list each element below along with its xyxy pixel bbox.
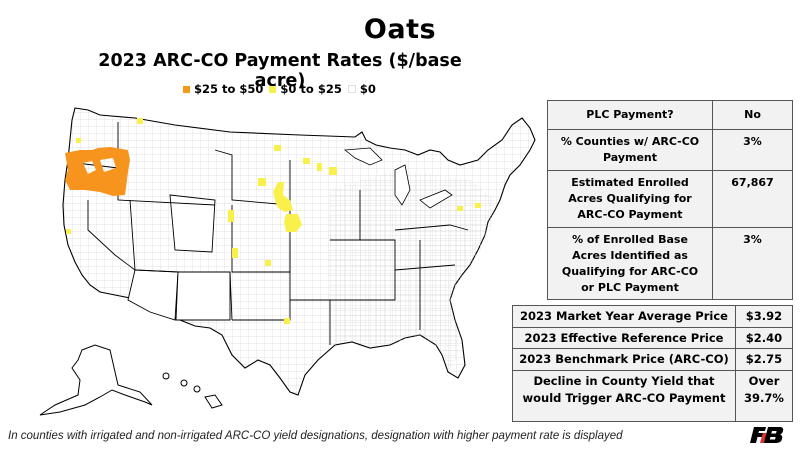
summary-table: PLC Payment? No % Counties w/ ARC-CO Pay… — [547, 100, 793, 301]
legend-label-low: $0 to $25 — [280, 82, 342, 96]
alaska — [39, 344, 153, 416]
map-subtitle: 2023 ARC-CO Payment Rates ($/base acre) — [98, 51, 462, 91]
yellow-counties — [66, 118, 481, 324]
hawaii — [162, 372, 223, 409]
legend-swatch-zero — [347, 85, 356, 93]
table-row: % Counties w/ ARC-CO Payment 3% — [547, 129, 793, 171]
row-value: 3% — [712, 129, 793, 171]
contiguous-us — [62, 107, 536, 396]
legend-swatch-high — [183, 85, 190, 93]
legend-label-zero: $0 — [359, 82, 376, 96]
table-row: PLC Payment? No — [547, 100, 793, 130]
row-value: 67,867 — [712, 169, 793, 228]
row-value: $3.92 — [735, 305, 793, 328]
page-title: Oats — [363, 14, 437, 45]
row-label: % of Enrolled Base Acres Identified as Q… — [547, 226, 713, 301]
row-label: 2023 Effective Reference Price — [512, 326, 736, 350]
row-value: 3% — [712, 226, 793, 301]
us-county-map — [39, 107, 536, 416]
map-legend: $25 to $50 $0 to $25 $0 — [183, 82, 376, 96]
row-label: 2023 Benchmark Price (ARC-CO) — [512, 348, 736, 372]
row-label: Estimated Enrolled Acres Qualifying for … — [547, 169, 713, 228]
row-label: 2023 Market Year Average Price — [512, 305, 736, 328]
row-label: Decline in County Yield that would Trigg… — [512, 370, 736, 423]
table-row: % of Enrolled Base Acres Identified as Q… — [547, 226, 793, 301]
row-value: No — [712, 100, 793, 130]
legend-item-high: $25 to $50 — [183, 82, 263, 96]
row-label: PLC Payment? — [547, 100, 713, 130]
footnote: In counties with irrigated and non-irrig… — [8, 430, 623, 442]
legend-item-zero: $0 — [347, 82, 376, 96]
table-row: 2023 Effective Reference Price $2.40 — [512, 326, 793, 350]
table-row: Estimated Enrolled Acres Qualifying for … — [547, 169, 793, 228]
row-label: % Counties w/ ARC-CO Payment — [547, 129, 713, 171]
region-oregon-high — [65, 147, 130, 196]
row-value: $2.40 — [735, 326, 793, 350]
legend-item-low: $0 to $25 — [269, 82, 342, 96]
row-value: $2.75 — [735, 348, 793, 372]
price-table: 2023 Market Year Average Price $3.92 202… — [512, 305, 793, 423]
legend-swatch-low — [269, 85, 277, 93]
table-row: 2023 Benchmark Price (ARC-CO) $2.75 — [512, 348, 793, 372]
legend-label-high: $25 to $50 — [194, 82, 264, 96]
row-value: Over 39.7% — [735, 370, 793, 423]
farm-bureau-logo-icon — [750, 427, 784, 443]
table-row: Decline in County Yield that would Trigg… — [512, 370, 793, 423]
table-row: 2023 Market Year Average Price $3.92 — [512, 305, 793, 328]
